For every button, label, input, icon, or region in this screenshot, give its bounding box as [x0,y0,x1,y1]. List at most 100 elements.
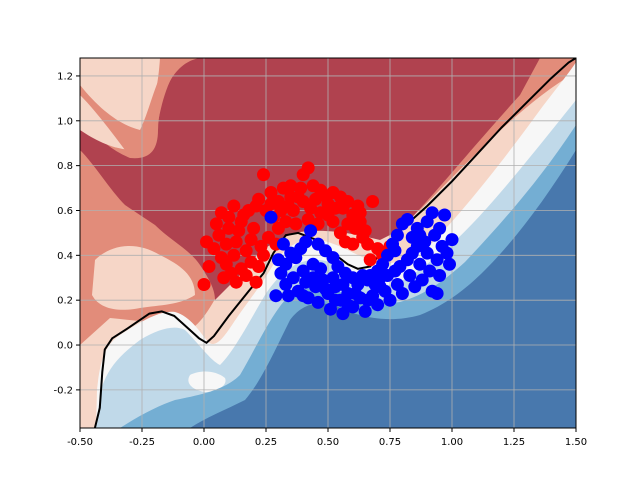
point-blue-81 [393,260,407,273]
point-red-87 [239,269,253,282]
point-blue-92 [319,282,332,296]
point-red-11 [212,228,226,242]
series-red-points [197,161,397,291]
point-red-50 [356,230,370,244]
point-blue-37 [415,273,429,287]
point-red-0 [197,278,211,291]
x-tick-label-8: 1.50 [565,437,587,448]
point-red-81 [219,237,233,251]
point-red-83 [314,183,328,197]
point-red-61 [279,215,293,229]
point-blue-4 [286,271,300,285]
point-red-85 [274,204,288,217]
point-blue-65 [311,237,325,251]
point-blue-45 [440,246,454,260]
x-tick-label-3: 0.25 [255,437,277,448]
x-tick-label-6: 1.00 [441,437,463,448]
point-red-9 [224,266,238,280]
point-red-84 [284,179,298,193]
y-tick-label-5: 0.8 [57,161,73,172]
point-red-44 [341,195,355,208]
x-tick-label-5: 0.75 [379,437,401,448]
point-blue-39 [423,264,437,278]
point-blue-6 [296,264,310,278]
point-blue-93 [306,271,320,285]
x-tick-label-0: -0.50 [67,437,93,448]
point-blue-36 [413,257,427,271]
point-red-68 [346,237,360,251]
point-blue-76 [326,271,340,285]
point-blue-84 [433,221,447,235]
point-blue-82 [405,246,419,260]
point-red-69 [232,224,246,238]
point-red-72 [237,208,251,222]
point-blue-47 [445,233,459,247]
point-red-77 [328,201,342,215]
point-blue-72 [274,266,288,280]
point-red-20 [227,199,241,213]
y-tick-label-3: 0.4 [57,251,73,262]
y-tick-label-4: 0.6 [57,206,73,217]
point-red-62 [289,217,303,231]
point-blue-89 [361,293,375,307]
point-red-78 [291,190,305,204]
point-blue-59 [356,269,370,282]
point-red-80 [209,217,223,231]
point-blue-77 [336,278,350,291]
x-tick-label-4: 0.50 [317,437,339,448]
contour-darkred-region [80,58,540,300]
point-red-70 [244,233,258,247]
point-red-56 [363,253,377,267]
point-blue-43 [433,269,447,282]
contour-darkblue-region [190,150,576,428]
point-red-75 [304,201,318,215]
point-blue-90 [341,298,355,312]
point-blue-70 [284,246,298,260]
point-blue-31 [395,287,409,300]
y-axis-ticks: -0.2 0.0 0.2 0.4 0.6 0.8 1.0 1.2 [53,71,80,396]
y-tick-label-6: 1.0 [57,116,73,127]
point-blue-48 [438,208,452,222]
point-blue-96 [413,228,427,242]
point-red-88 [227,248,241,262]
point-blue-91 [328,293,342,307]
point-red-82 [353,206,367,220]
point-red-26 [257,168,270,182]
point-blue-94 [296,289,310,303]
point-red-19 [222,210,236,224]
point-red-16 [252,260,266,273]
series-blue-points [264,206,459,321]
point-blue-75 [314,262,328,276]
point-red-27 [264,186,278,199]
point-red-4 [202,260,216,273]
contour-white-island [188,371,226,392]
point-red-1 [249,275,263,289]
point-blue-38 [420,246,434,260]
point-blue-33 [403,269,417,282]
point-red-13 [229,235,243,249]
y-tick-label-2: 0.2 [57,296,73,307]
point-blue-52 [395,217,409,231]
point-red-6 [207,242,221,256]
point-blue-0 [264,210,278,224]
point-blue-80 [381,269,394,282]
point-red-86 [341,217,355,231]
point-red-71 [254,239,268,253]
contour-salmon-patch-topleft [80,58,185,151]
contour-peach-patch-topleft [80,58,160,150]
point-blue-42 [430,253,444,267]
point-red-52 [366,195,380,208]
point-red-79 [264,197,278,211]
point-blue-3 [281,289,295,303]
point-red-63 [301,213,315,226]
point-blue-87 [388,244,402,258]
point-blue-88 [373,280,387,294]
point-blue-95 [430,287,444,300]
point-blue-85 [420,215,434,229]
plot-area [80,58,576,428]
y-tick-label-1: 0.0 [57,341,73,352]
x-tick-label-7: 1.25 [503,437,525,448]
point-blue-22 [358,304,372,318]
point-blue-25 [371,298,385,312]
